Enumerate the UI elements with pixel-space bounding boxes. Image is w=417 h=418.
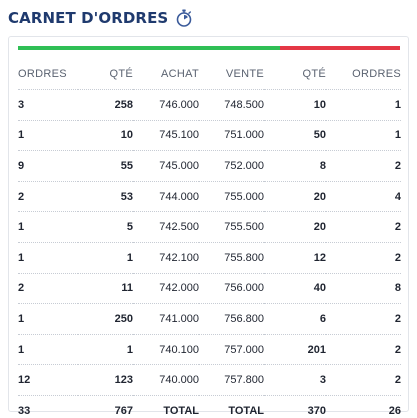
bid-price-cell: 741.000 bbox=[133, 303, 199, 335]
ask-qty-cell: 40 bbox=[264, 272, 326, 304]
bid-qty-cell: 250 bbox=[78, 303, 133, 335]
bid-price-cell: 740.100 bbox=[133, 333, 199, 365]
stopwatch-icon[interactable] bbox=[174, 8, 194, 28]
bid-price-cell: 745.000 bbox=[133, 150, 199, 182]
bid-price-cell: 742.000 bbox=[133, 272, 199, 304]
ask-price-cell: 752.000 bbox=[199, 150, 264, 182]
order-book-card: ORDRES QTÉ ACHAT VENTE QTÉ ORDRES 3 258 … bbox=[8, 36, 409, 418]
ask-orders-cell: 2 bbox=[326, 333, 401, 365]
ask-price-cell: 755.500 bbox=[199, 211, 264, 243]
table-row: 9 55 745.000 752.000 8 2 bbox=[18, 150, 401, 182]
bid-price-cell: 746.000 bbox=[133, 89, 199, 121]
page-title: CARNET D'ORDRES bbox=[8, 9, 169, 27]
bid-orders-cell: 1 bbox=[18, 119, 78, 151]
ask-orders-cell: 8 bbox=[326, 272, 401, 304]
bid-price-cell: 740.000 bbox=[133, 364, 199, 396]
header: CARNET D'ORDRES bbox=[8, 6, 194, 30]
total-ask-orders: 26 bbox=[326, 394, 401, 418]
bid-orders-cell: 2 bbox=[18, 272, 78, 304]
bid-qty-cell: 258 bbox=[78, 89, 133, 121]
bid-orders-cell: 12 bbox=[18, 364, 78, 396]
ask-qty-cell: 201 bbox=[264, 333, 326, 365]
bid-qty-cell: 1 bbox=[78, 333, 133, 365]
bid-qty-cell: 1 bbox=[78, 241, 133, 274]
bid-price-cell: 742.500 bbox=[133, 211, 199, 243]
ask-qty-cell: 3 bbox=[264, 364, 326, 396]
column-header-ask-qty: QTÉ bbox=[302, 68, 326, 80]
total-bid-label: TOTAL bbox=[133, 394, 199, 418]
ask-price-cell: 756.000 bbox=[199, 272, 264, 304]
ask-price-cell: 755.000 bbox=[199, 180, 264, 212]
bid-qty-cell: 5 bbox=[78, 211, 133, 243]
bid-orders-cell: 2 bbox=[18, 180, 78, 212]
bid-orders-cell: 1 bbox=[18, 241, 78, 274]
table-row: 2 53 744.000 755.000 20 4 bbox=[18, 180, 401, 212]
total-ask-label: TOTAL bbox=[199, 394, 264, 418]
table-row: 1 250 741.000 756.800 6 2 bbox=[18, 303, 401, 335]
bid-bar bbox=[18, 46, 280, 50]
bid-price-cell: 744.000 bbox=[133, 180, 199, 212]
ask-orders-cell: 1 bbox=[326, 119, 401, 151]
ask-price-cell: 757.000 bbox=[199, 333, 264, 365]
table-row: 12 123 740.000 757.800 3 2 bbox=[18, 364, 401, 396]
ask-orders-cell: 2 bbox=[326, 211, 401, 243]
bid-orders-cell: 1 bbox=[18, 303, 78, 335]
table-row: 1 10 745.100 751.000 50 1 bbox=[18, 119, 401, 151]
ask-qty-cell: 6 bbox=[264, 303, 326, 335]
bid-orders-cell: 9 bbox=[18, 150, 78, 182]
bid-price-cell: 742.100 bbox=[133, 241, 199, 274]
bid-orders-cell: 3 bbox=[18, 89, 78, 121]
ask-orders-cell: 2 bbox=[326, 303, 401, 335]
total-bid-qty: 767 bbox=[78, 394, 133, 418]
ask-orders-cell: 2 bbox=[326, 150, 401, 182]
ask-qty-cell: 20 bbox=[264, 211, 326, 243]
ask-qty-cell: 20 bbox=[264, 180, 326, 212]
bid-qty-cell: 123 bbox=[78, 364, 133, 396]
bid-orders-cell: 1 bbox=[18, 211, 78, 243]
column-header-bid-qty: QTÉ bbox=[109, 68, 133, 80]
total-row: 33 767 TOTAL TOTAL 370 26 bbox=[18, 394, 401, 418]
ask-orders-cell: 4 bbox=[326, 180, 401, 212]
table-row: 1 5 742.500 755.500 20 2 bbox=[18, 211, 401, 243]
ask-orders-cell: 2 bbox=[326, 364, 401, 396]
ask-orders-cell: 2 bbox=[326, 241, 401, 274]
ask-price-cell: 756.800 bbox=[199, 303, 264, 335]
ask-price-cell: 755.800 bbox=[199, 241, 264, 274]
order-book-table: ORDRES QTÉ ACHAT VENTE QTÉ ORDRES 3 258 … bbox=[18, 59, 401, 418]
ask-bar bbox=[279, 46, 400, 50]
ask-qty-cell: 12 bbox=[264, 241, 326, 274]
bid-orders-cell: 1 bbox=[18, 333, 78, 365]
column-header-ask-price: VENTE bbox=[225, 68, 264, 80]
ask-orders-cell: 1 bbox=[326, 89, 401, 121]
table-row: 1 1 742.100 755.800 12 2 bbox=[18, 241, 401, 274]
column-header-bid-price: ACHAT bbox=[161, 68, 199, 80]
table-row: 1 1 740.100 757.000 201 2 bbox=[18, 333, 401, 365]
bid-qty-cell: 10 bbox=[78, 119, 133, 151]
bid-qty-cell: 11 bbox=[78, 272, 133, 304]
ask-price-cell: 748.500 bbox=[199, 89, 264, 121]
bid-price-cell: 745.100 bbox=[133, 119, 199, 151]
ask-qty-cell: 10 bbox=[264, 89, 326, 121]
table-row: 2 11 742.000 756.000 40 8 bbox=[18, 272, 401, 304]
total-bid-orders: 33 bbox=[18, 394, 78, 418]
bid-qty-cell: 53 bbox=[78, 180, 133, 212]
total-ask-qty: 370 bbox=[264, 394, 326, 418]
ask-qty-cell: 50 bbox=[264, 119, 326, 151]
ask-qty-cell: 8 bbox=[264, 150, 326, 182]
ask-price-cell: 757.800 bbox=[199, 364, 264, 396]
table-row: 3 258 746.000 748.500 10 1 bbox=[18, 89, 401, 121]
column-header-ask-orders: ORDRES bbox=[352, 68, 401, 80]
column-header-bid-orders: ORDRES bbox=[18, 68, 67, 80]
bid-ask-ratio-bar bbox=[18, 46, 400, 50]
table-header: ORDRES QTÉ ACHAT VENTE QTÉ ORDRES bbox=[18, 59, 401, 90]
ask-price-cell: 751.000 bbox=[199, 119, 264, 151]
bid-qty-cell: 55 bbox=[78, 150, 133, 182]
